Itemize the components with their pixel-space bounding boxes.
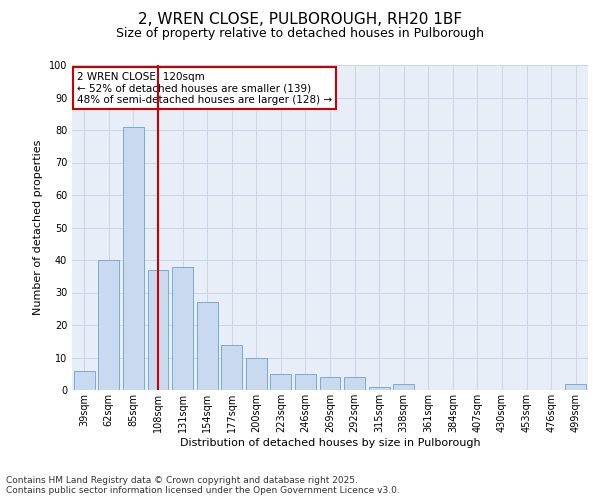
Bar	[368, 387, 389, 390]
Text: Size of property relative to detached houses in Pulborough: Size of property relative to detached ho…	[116, 28, 484, 40]
Bar	[74, 370, 95, 390]
Text: Contains HM Land Registry data © Crown copyright and database right 2025.
Contai: Contains HM Land Registry data © Crown c…	[6, 476, 400, 495]
Text: 2, WREN CLOSE, PULBOROUGH, RH20 1BF: 2, WREN CLOSE, PULBOROUGH, RH20 1BF	[138, 12, 462, 28]
Bar	[344, 377, 365, 390]
Bar	[221, 344, 242, 390]
Y-axis label: Number of detached properties: Number of detached properties	[33, 140, 43, 315]
X-axis label: Distribution of detached houses by size in Pulborough: Distribution of detached houses by size …	[179, 438, 481, 448]
Bar	[565, 384, 586, 390]
Bar	[246, 358, 267, 390]
Bar	[295, 374, 316, 390]
Text: 2 WREN CLOSE: 120sqm
← 52% of detached houses are smaller (139)
48% of semi-deta: 2 WREN CLOSE: 120sqm ← 52% of detached h…	[77, 72, 332, 104]
Bar	[197, 302, 218, 390]
Bar	[393, 384, 414, 390]
Bar	[271, 374, 292, 390]
Bar	[98, 260, 119, 390]
Bar	[148, 270, 169, 390]
Bar	[320, 377, 340, 390]
Bar	[172, 266, 193, 390]
Bar	[123, 126, 144, 390]
